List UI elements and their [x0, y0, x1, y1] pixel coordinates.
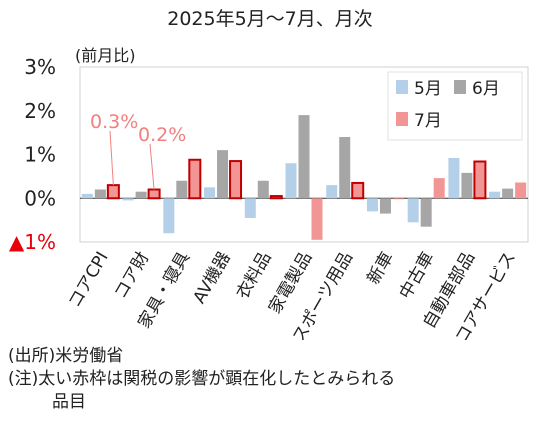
legend-label-5月: 5月	[414, 79, 442, 99]
bar-5月-新車	[366, 198, 378, 212]
annotation-leader-line	[109, 130, 114, 186]
bar-7月-家具・寝具	[188, 158, 202, 200]
y-tick-label: 3%	[24, 55, 56, 79]
bar-5月-中古車	[407, 198, 419, 223]
bar-5月-スポーツ用品	[326, 185, 338, 199]
bar-6月-AV機器	[217, 150, 229, 199]
annotation-leader-line	[149, 143, 155, 190]
bar-6月-中古車	[420, 198, 432, 227]
bar-5月-衣料品	[244, 198, 256, 218]
legend-swatch-6月	[454, 80, 466, 94]
bar-5月-コア財	[122, 198, 134, 201]
bar-6月-家具・寝具	[176, 180, 188, 199]
y-tick-label: ▲1%	[9, 230, 56, 254]
bar-7月-家電製品	[311, 198, 323, 240]
chart-notes: (出所)米労働省 (注)太い赤枠は関税の影響が顕在化したとみられる 品目	[8, 345, 395, 414]
bar-7月-コアCPI	[106, 184, 120, 200]
y-tick-label: 1%	[24, 143, 56, 167]
bar-5月-コアCPI	[81, 193, 93, 199]
legend-label-7月: 7月	[414, 111, 442, 131]
bar-7月-中古車	[433, 178, 445, 199]
bar-7月-新車	[392, 198, 404, 200]
annotation-label: 0.2%	[138, 124, 186, 146]
x-tick-label: 中古車	[396, 249, 439, 303]
bar-7月-コア財	[147, 188, 161, 200]
bar-7月-スポーツ用品	[351, 181, 365, 200]
bar-5月-家電製品	[285, 163, 297, 199]
legend-label-6月: 6月	[472, 79, 500, 99]
x-tick-label: 衣料品	[233, 249, 276, 303]
bar-chart: 2025年5月～7月、月次 (前月比) 3% 2% 1% 0% ▲1% 0.3%0.2%…	[9, 8, 529, 340]
bar-5月-家具・寝具	[163, 198, 175, 234]
bar-5月-自動車部品	[448, 158, 460, 199]
y-axis-unit-label: (前月比)	[75, 46, 136, 65]
x-tick-label: コアCPI	[65, 249, 113, 312]
bar-6月-コアサービス	[502, 188, 514, 199]
bar-7月-AV機器	[229, 160, 243, 200]
legend-swatch-7月	[396, 112, 408, 126]
bar-5月-コアサービス	[489, 191, 501, 199]
bar-7月-自動車部品	[473, 160, 487, 200]
bar-6月-コアCPI	[94, 189, 106, 199]
x-tick-label: コア財	[111, 249, 154, 303]
y-tick-label: 2%	[24, 99, 56, 123]
bar-6月-自動車部品	[461, 172, 473, 199]
y-tick-label: 0%	[24, 186, 56, 210]
tariff-note-continued: 品目	[52, 392, 86, 412]
bar-6月-スポーツ用品	[339, 137, 351, 199]
bar-6月-コア財	[135, 191, 147, 199]
tariff-note: (注)太い赤枠は関税の影響が顕在化したとみられる	[8, 369, 396, 389]
bar-6月-衣料品	[257, 180, 269, 199]
bar-6月-家電製品	[298, 115, 310, 199]
legend-swatch-5月	[396, 80, 408, 94]
chart-title: 2025年5月～7月、月次	[167, 8, 373, 30]
bar-7月-衣料品	[269, 195, 283, 200]
bar-5月-AV機器	[204, 187, 216, 199]
x-tick-label: AV機器	[189, 249, 234, 308]
x-tick-label: 新車	[363, 249, 397, 288]
bar-7月-コアサービス	[515, 182, 527, 199]
annotation-label: 0.3%	[90, 111, 138, 133]
plot-area-frame	[79, 66, 529, 243]
source-note: (出所)米労働省	[8, 346, 124, 366]
bar-6月-新車	[379, 198, 391, 214]
